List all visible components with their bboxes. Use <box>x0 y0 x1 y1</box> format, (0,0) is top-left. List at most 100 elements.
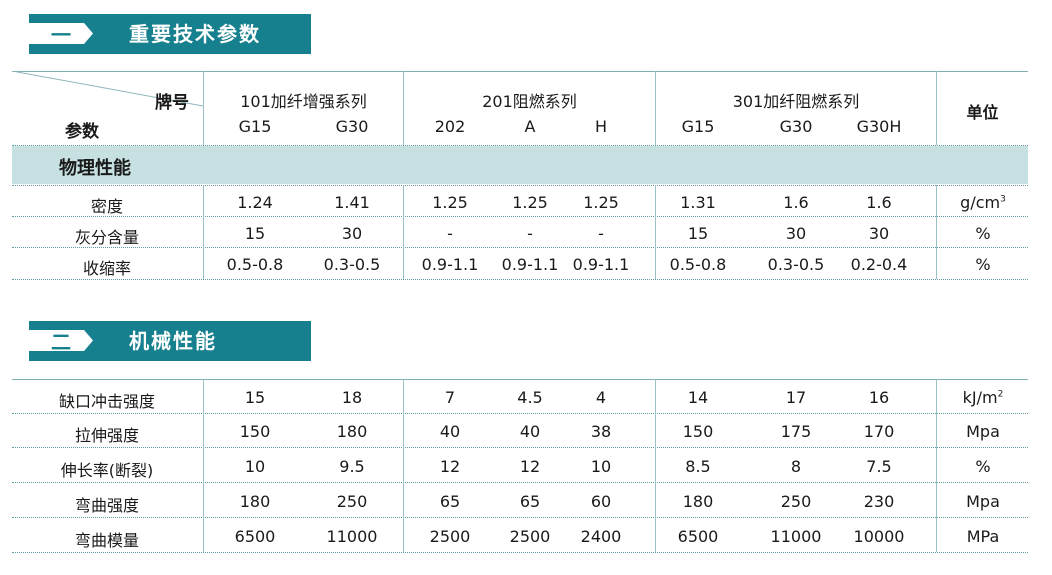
value-cell: - <box>527 224 533 243</box>
value-cell: 30 <box>785 224 807 243</box>
value-cell: 15 <box>244 388 266 407</box>
brand-label: 牌号 <box>155 93 189 113</box>
value-cell: 38 <box>590 422 612 441</box>
row-label: 弯曲强度 <box>74 496 139 515</box>
grade-header: G30 <box>335 117 369 136</box>
section-number: 二 <box>29 330 93 351</box>
section-title: 重要技术参数 <box>129 22 261 46</box>
unit-cell: Mpa <box>966 422 1000 441</box>
row-label: 伸长率(断裂) <box>60 461 154 480</box>
column-divider <box>403 185 404 279</box>
value-cell: 1.6 <box>783 193 809 212</box>
unit-cell: Mpa <box>966 492 1000 511</box>
value-cell: 1.25 <box>512 193 548 212</box>
technical-params-table: 物理性能 牌号 参数 101加纤增强系列 201阻燃系列 301加纤阻燃系列 单… <box>12 71 1028 281</box>
value-cell: 15 <box>244 224 266 243</box>
category-label: 物理性能 <box>59 158 131 179</box>
value-cell: 14 <box>687 388 709 407</box>
value-cell: 9.5 <box>339 457 365 476</box>
value-cell: 6500 <box>677 527 719 546</box>
section-number: 一 <box>29 23 93 44</box>
column-divider <box>203 379 204 552</box>
value-cell: 0.5-0.8 <box>226 255 284 274</box>
column-divider <box>655 71 656 145</box>
value-cell: 7.5 <box>866 457 892 476</box>
section-header-1: 一 重要技术参数 <box>29 14 311 54</box>
param-label: 参数 <box>65 122 99 142</box>
row-label: 缺口冲击强度 <box>58 392 155 411</box>
value-cell: 7 <box>444 388 456 407</box>
value-cell: 6500 <box>234 527 276 546</box>
value-cell: 175 <box>780 422 812 441</box>
value-cell: 1.25 <box>432 193 468 212</box>
unit-cell: % <box>975 224 991 243</box>
value-cell: 12 <box>519 457 541 476</box>
grade-header: G15 <box>238 117 272 136</box>
value-cell: 40 <box>439 422 461 441</box>
row-label: 弯曲模量 <box>74 531 139 550</box>
header-diagonal <box>12 71 204 107</box>
column-divider <box>203 71 204 145</box>
value-cell: 0.9-1.1 <box>572 255 630 274</box>
value-cell: 4.5 <box>517 388 543 407</box>
section-title: 机械性能 <box>129 329 217 353</box>
value-cell: 10 <box>244 457 266 476</box>
column-divider <box>655 185 656 279</box>
value-cell: 250 <box>780 492 812 511</box>
column-divider <box>936 71 937 145</box>
value-cell: 11000 <box>770 527 822 546</box>
column-divider <box>936 379 937 552</box>
value-cell: 30 <box>868 224 890 243</box>
value-cell: 15 <box>687 224 709 243</box>
value-cell: 60 <box>590 492 612 511</box>
value-cell: 1.31 <box>680 193 716 212</box>
column-divider <box>403 71 404 145</box>
grade-header: H <box>594 117 608 136</box>
value-cell: 8 <box>790 457 802 476</box>
value-cell: 8.5 <box>685 457 711 476</box>
value-cell: 40 <box>519 422 541 441</box>
value-cell: 0.3-0.5 <box>323 255 381 274</box>
group-header-201: 201阻燃系列 <box>482 92 577 111</box>
group-header-101: 101加纤增强系列 <box>240 92 367 111</box>
value-cell: 250 <box>336 492 368 511</box>
value-cell: 65 <box>439 492 461 511</box>
grade-header: 202 <box>434 117 466 136</box>
value-cell: 150 <box>682 422 714 441</box>
category-band-physical: 物理性能 <box>12 146 1028 184</box>
grade-header: G15 <box>681 117 715 136</box>
column-divider <box>936 185 937 279</box>
row-label: 密度 <box>90 197 123 216</box>
value-cell: 17 <box>785 388 807 407</box>
column-divider <box>403 379 404 552</box>
value-cell: 1.41 <box>334 193 370 212</box>
value-cell: 1.24 <box>237 193 273 212</box>
section-header-2: 二 机械性能 <box>29 321 311 361</box>
value-cell: 12 <box>439 457 461 476</box>
value-cell: 180 <box>682 492 714 511</box>
unit-cell: MPa <box>966 527 1000 546</box>
value-cell: 1.6 <box>866 193 892 212</box>
group-header-301: 301加纤阻燃系列 <box>732 92 860 111</box>
value-cell: 0.9-1.1 <box>421 255 479 274</box>
value-cell: 150 <box>239 422 271 441</box>
unit-cell: g/cm3 <box>960 193 1006 212</box>
value-cell: 18 <box>341 388 363 407</box>
value-cell: 65 <box>519 492 541 511</box>
value-cell: 0.3-0.5 <box>767 255 825 274</box>
row-label: 拉伸强度 <box>74 426 139 445</box>
column-divider <box>203 185 204 279</box>
value-cell: 1.25 <box>583 193 619 212</box>
value-cell: - <box>598 224 604 243</box>
value-cell: 180 <box>239 492 271 511</box>
value-cell: 4 <box>595 388 607 407</box>
unit-cell: % <box>975 457 991 476</box>
value-cell: 2400 <box>580 527 622 546</box>
row-label: 灰分含量 <box>74 228 139 247</box>
unit-cell: kJ/m2 <box>962 388 1004 407</box>
value-cell: 0.5-0.8 <box>669 255 727 274</box>
unit-header: 单位 <box>966 103 999 122</box>
value-cell: 230 <box>863 492 895 511</box>
value-cell: 2500 <box>429 527 471 546</box>
value-cell: 0.9-1.1 <box>501 255 559 274</box>
